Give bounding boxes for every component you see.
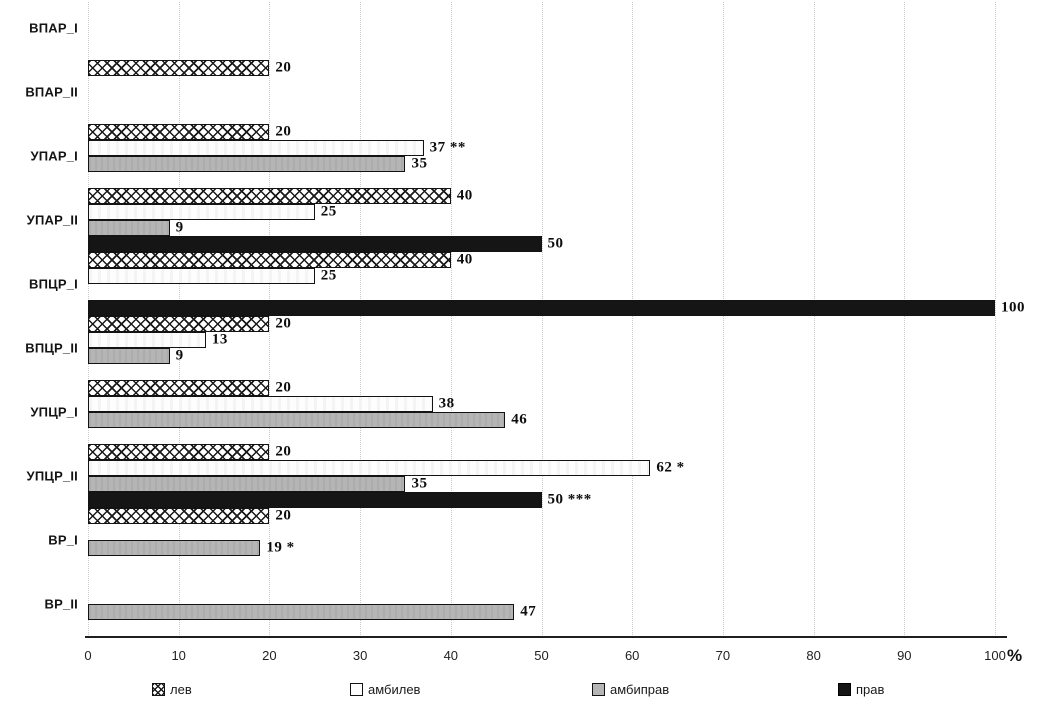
bar-value-label: 62 * xyxy=(656,459,685,476)
legend-label: лев xyxy=(170,681,192,697)
legend-swatch-white-icon xyxy=(350,682,363,696)
legend-item-лев: лев xyxy=(152,681,192,697)
bar-прав-УПАР_II xyxy=(88,236,542,252)
bar-амбилев-ВПЦР_II xyxy=(88,332,206,348)
x-axis-unit-label: % xyxy=(1007,646,1023,665)
gridline-40 xyxy=(450,2,452,635)
bar-value-label: 13 xyxy=(211,331,228,348)
bar-амбилев-УПАР_I xyxy=(88,140,424,156)
bar-амбилев-УПАР_II xyxy=(88,204,315,220)
bar-value-label: 40 xyxy=(456,187,473,204)
bar-value-label: 40 xyxy=(456,251,473,268)
bar-лев-ВПЦР_I xyxy=(88,252,451,268)
bar-value-label: 25 xyxy=(320,267,337,284)
bar-амбилев-ВПЦР_I xyxy=(88,268,315,284)
category-label-УПЦР_I: УПЦР_I xyxy=(30,404,78,420)
bar-value-label: 20 xyxy=(275,507,292,524)
bar-амбиправ-УПЦР_II xyxy=(88,476,406,492)
x-tick-60: 60 xyxy=(624,648,640,663)
legend-item-амбилев: амбилев xyxy=(350,681,420,697)
bar-амбилев-УПЦР_II xyxy=(88,460,651,476)
gridline-100 xyxy=(995,2,996,635)
bar-value-label: 20 xyxy=(275,379,292,396)
bar-лев-УПАР_II xyxy=(88,188,451,204)
gridline-30 xyxy=(360,2,362,635)
legend-label: амбиправ xyxy=(610,681,670,697)
legend-item-прав: прав xyxy=(838,681,884,697)
gridline-80 xyxy=(813,2,815,635)
gridline-90 xyxy=(904,2,906,635)
bar-лев-ВПЦР_II xyxy=(88,316,270,332)
bar-value-label: 35 xyxy=(411,155,428,172)
bar-value-label: 50 *** xyxy=(547,491,592,508)
bar-амбилев-УПЦР_I xyxy=(88,396,433,412)
legend-swatch-crosshatch-icon xyxy=(152,682,165,696)
gridline-50 xyxy=(541,2,543,635)
category-label-ВПАР_II: ВПАР_II xyxy=(25,84,78,100)
bar-амбиправ-ВР_II xyxy=(88,604,515,620)
x-tick-90: 90 xyxy=(897,648,912,663)
bar-амбиправ-УПАР_I xyxy=(88,156,406,172)
category-label-УПАР_II: УПАР_II xyxy=(26,212,78,228)
bar-value-label: 20 xyxy=(275,59,292,76)
x-tick-80: 80 xyxy=(806,648,821,663)
bar-амбиправ-ВПЦР_II xyxy=(88,348,170,364)
category-label-ВР_I: ВР_I xyxy=(48,532,78,548)
category-label-ВПЦР_I: ВПЦР_I xyxy=(29,276,78,292)
bar-лев-УПАР_I xyxy=(88,124,270,140)
x-tick-40: 40 xyxy=(443,648,459,663)
bar-value-label: 38 xyxy=(438,395,455,412)
category-label-ВПАР_I: ВПАР_I xyxy=(29,20,78,36)
bar-value-label: 9 xyxy=(175,347,184,364)
bar-value-label: 100 xyxy=(1001,299,1025,316)
bar-амбиправ-УПАР_II xyxy=(88,220,170,236)
x-tick-100: 100 xyxy=(984,648,1006,663)
legend-label: амбилев xyxy=(368,681,421,697)
bar-прав-ВПЦР_I xyxy=(88,300,995,316)
category-label-ВР_II: ВР_II xyxy=(44,596,78,612)
gridline-60 xyxy=(632,2,634,635)
bar-амбиправ-УПЦР_I xyxy=(88,412,506,428)
legend-swatch-black-icon xyxy=(838,682,851,696)
bar-value-label: 46 xyxy=(511,411,528,428)
bar-value-label: 50 xyxy=(547,235,564,252)
x-tick-30: 30 xyxy=(352,648,368,663)
legend-label: прав xyxy=(856,681,885,697)
bar-value-label: 47 xyxy=(520,603,537,620)
gridline-70 xyxy=(722,2,724,635)
x-tick-70: 70 xyxy=(715,648,731,663)
bar-прав-УПЦР_II xyxy=(88,492,542,508)
bar-value-label: 20 xyxy=(275,443,292,460)
x-tick-0: 0 xyxy=(84,648,92,663)
bar-value-label: 20 xyxy=(275,315,292,332)
legend-item-амбиправ: амбиправ xyxy=(592,681,669,697)
x-tick-20: 20 xyxy=(262,648,277,663)
x-tick-50: 50 xyxy=(534,648,549,663)
bar-лев-ВПАР_II xyxy=(88,60,270,76)
legend-swatch-gray-icon xyxy=(592,682,605,696)
x-tick-10: 10 xyxy=(171,648,186,663)
x-axis-line xyxy=(85,636,1007,638)
bar-value-label: 9 xyxy=(175,219,184,236)
bar-лев-ВР_I xyxy=(88,508,270,524)
category-label-УПЦР_II: УПЦР_II xyxy=(26,468,78,484)
category-label-УПАР_I: УПАР_I xyxy=(30,148,78,164)
bar-лев-УПЦР_I xyxy=(88,380,270,396)
gridline-20 xyxy=(269,2,271,635)
bar-лев-УПЦР_II xyxy=(88,444,270,460)
bar-value-label: 25 xyxy=(320,203,337,220)
bar-value-label: 35 xyxy=(411,475,428,492)
bar-value-label: 19 * xyxy=(266,539,295,556)
bar-амбиправ-ВР_I xyxy=(88,540,261,556)
category-label-ВПЦР_II: ВПЦР_II xyxy=(25,340,78,356)
bar-value-label: 37 ** xyxy=(429,139,466,156)
bar-value-label: 20 xyxy=(275,123,292,140)
